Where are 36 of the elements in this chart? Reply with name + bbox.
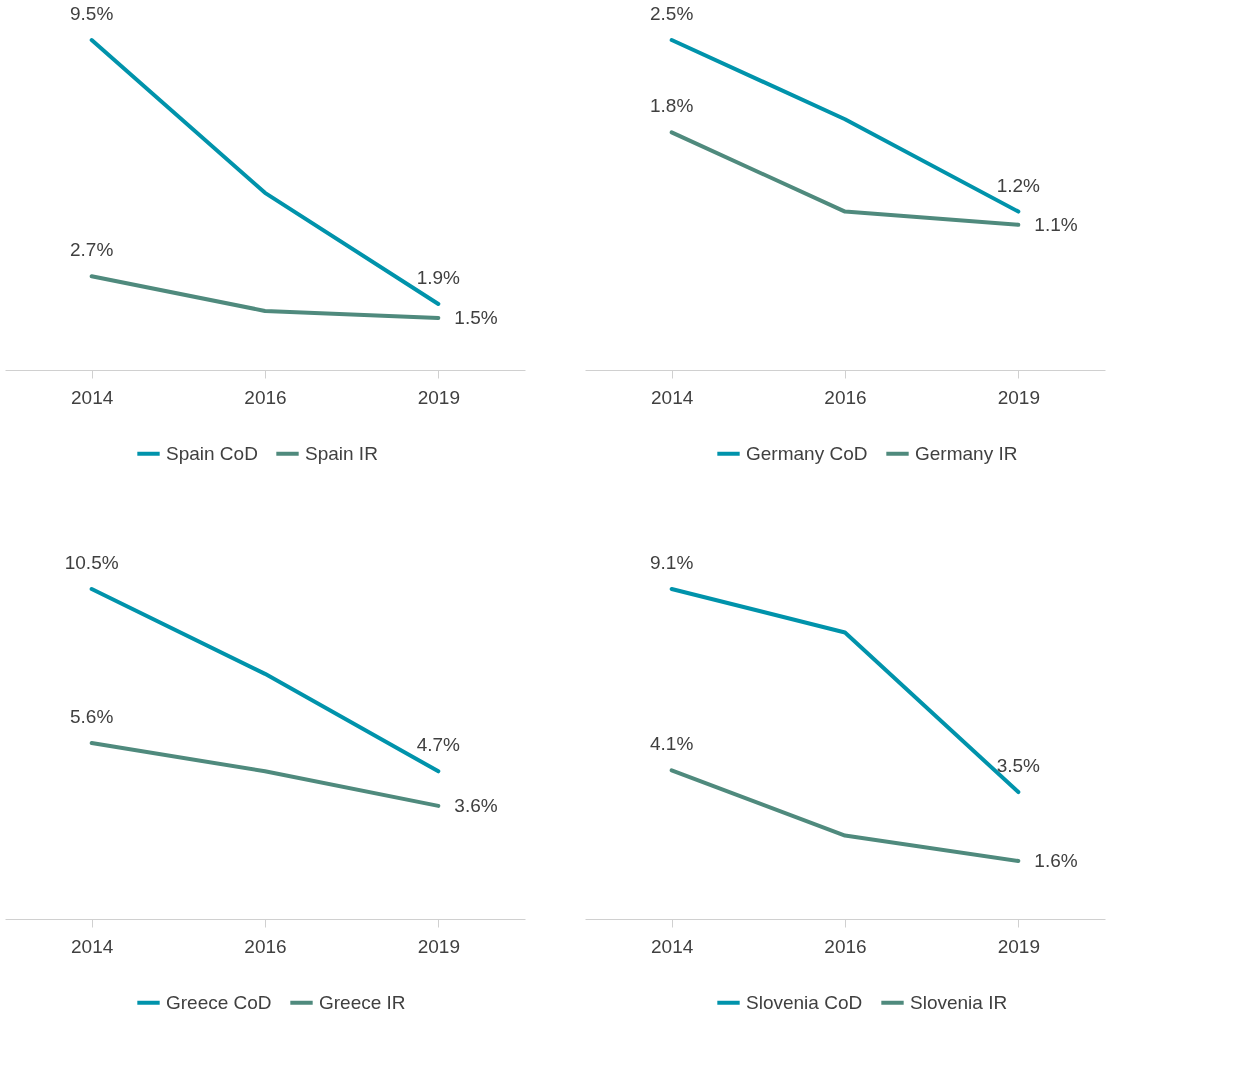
x-tick-label: 2019 — [417, 935, 460, 957]
x-tick-label: 2019 — [997, 386, 1040, 408]
x-tick-label: 2014 — [651, 935, 694, 957]
legend-label: Slovenia IR — [910, 991, 1008, 1013]
x-tick-label: 2014 — [651, 386, 694, 408]
data-label: 9.5% — [70, 3, 114, 24]
legend-label: Slovenia CoD — [746, 991, 863, 1013]
data-label: 1.8% — [650, 95, 694, 117]
legend-label: Germany CoD — [746, 442, 868, 464]
data-label: 1.2% — [996, 174, 1041, 196]
x-tick-label: 2019 — [997, 935, 1040, 957]
data-label: 10.5% — [64, 552, 119, 573]
data-label: 4.1% — [650, 733, 694, 755]
data-label: 1.6% — [1034, 849, 1078, 871]
data-label: 1.1% — [1034, 213, 1078, 235]
x-tick-label: 2016 — [824, 386, 867, 408]
data-label: 3.6% — [454, 794, 498, 816]
data-label: 2.7% — [70, 239, 114, 261]
legend-label: Spain CoD — [166, 442, 258, 464]
data-label: 3.5% — [996, 755, 1041, 777]
x-tick-label: 2014 — [71, 386, 114, 408]
data-label: 5.6% — [70, 706, 114, 727]
legend-label: Greece CoD — [166, 991, 272, 1013]
data-label: 4.7% — [416, 734, 461, 756]
legend-label: Spain IR — [305, 442, 378, 464]
legend-label: Germany IR — [915, 442, 1018, 464]
x-tick-label: 2016 — [244, 386, 287, 408]
data-label: 1.9% — [416, 267, 461, 288]
x-tick-label: 2016 — [244, 935, 287, 957]
x-tick-label: 2014 — [71, 935, 114, 957]
x-tick-label: 2016 — [824, 935, 867, 957]
data-label: 2.5% — [650, 3, 694, 24]
data-label: 9.1% — [650, 552, 694, 573]
x-tick-label: 2019 — [417, 386, 460, 408]
legend-label: Greece IR — [319, 991, 406, 1013]
data-label: 1.5% — [454, 306, 498, 328]
